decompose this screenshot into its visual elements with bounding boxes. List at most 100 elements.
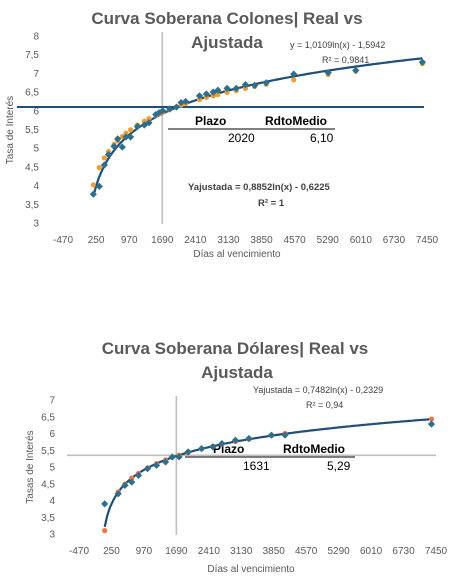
chart2-fit-equation: Yajustada = 0,7482ln(x) - 0,2329: [253, 385, 383, 395]
chart1-fit-adjusted-equation: Yajustada = 0,8852ln(x) - 0,6225: [188, 182, 331, 193]
chart2-real-point: [143, 465, 152, 473]
chart1-y-tick-label: 3,5: [25, 200, 39, 211]
chart1-real-point: [133, 122, 142, 131]
chart1-x-tick-label: 7450: [416, 235, 439, 246]
chart1-real-point: [122, 133, 130, 141]
chart1-table-value-plazo: 2020: [228, 131, 255, 145]
chart1-real-point: [241, 81, 250, 89]
chart1-real-point: [290, 70, 298, 78]
chart2-adjusted-point: [428, 416, 435, 422]
chart1-real-point: [202, 90, 210, 98]
chart1-adjusted-point: [210, 93, 216, 99]
chart1-real-point: [352, 66, 360, 75]
chart1-adjusted-point: [291, 77, 297, 83]
chart1-real-point: [110, 142, 118, 150]
chart1-y-tick-label: 6: [33, 106, 39, 117]
chart2-real-point: [114, 490, 122, 498]
chart1-x-tick-label: 3850: [250, 235, 273, 246]
chart2-y-tick-label: 5,5: [41, 446, 55, 457]
chart1-adjusted-point: [215, 92, 221, 98]
chart2-x-tick-label: 6010: [360, 546, 383, 557]
chart1-adjusted-point: [96, 165, 102, 171]
chart2-real-point: [168, 453, 176, 461]
chart1-real-point: [159, 107, 167, 115]
chart2-table-header-rdtomedio: RdtoMedio: [283, 442, 345, 456]
chart1-x-tick-label: 1690: [151, 235, 174, 246]
chart1-real-point: [104, 150, 113, 159]
chart1-real-point: [232, 84, 240, 92]
chart2-y-tick-label: 6: [49, 429, 55, 440]
chart2-real-point: [161, 458, 170, 466]
chart1-adjusted-point: [123, 130, 129, 136]
chart2-real-point: [231, 436, 240, 444]
chart2-real-point: [134, 471, 143, 479]
chart2-y-tick-label: 6,5: [41, 412, 55, 423]
chart1-real-point: [251, 81, 259, 89]
chart1-adjusted-point: [127, 127, 134, 133]
chart2-fit-r2: R² = 0,94: [306, 400, 343, 410]
chart2-real-point: [128, 478, 136, 486]
chart2-x-tick-label: 4570: [295, 546, 318, 557]
chart1-real-point: [262, 79, 270, 87]
chart1-y-tick-label: 4,5: [25, 162, 39, 173]
chart1-real-point: [182, 97, 190, 106]
chart1-adjusted-point: [242, 85, 249, 91]
chart1-adjusted-point: [196, 96, 203, 103]
chart2-real-point: [121, 481, 129, 490]
chart2-real-point: [209, 443, 217, 451]
chart1-fit-adjusted-r2: R² = 1: [258, 198, 285, 209]
chart2-real-point: [184, 448, 192, 456]
chart1-y-tick-label: 7: [33, 69, 39, 80]
chart2-title-line1: Curva Soberana Dólares| Real vs: [102, 339, 369, 358]
chart1-ylabel: Tasa de Interés: [5, 96, 16, 164]
chart2-real-point: [267, 431, 276, 439]
chart1-y-tick-label: 4: [33, 181, 39, 192]
chart2-ylabel: Tasas de Interés: [25, 430, 36, 503]
chart2-real-point: [152, 461, 161, 469]
chart2-real-point: [101, 500, 109, 508]
chart1-fit-curve: [92, 57, 423, 197]
chart1-x-tick-label: 2410: [184, 235, 207, 246]
chart1-real-point: [126, 133, 135, 141]
chart2-y-tick-label: 5: [49, 463, 55, 474]
chart2-x-tick-label: 2410: [198, 546, 221, 557]
chart2-real-point: [175, 453, 183, 461]
chart1-y-tick-label: 7,5: [25, 50, 39, 61]
chart2-x-tick-label: -470: [69, 546, 89, 557]
chart1-table-header-plazo: Plazo: [195, 114, 226, 128]
chart1-title-line2: Ajustada: [191, 33, 263, 52]
chart2-table-value-rdtomedio: 5,29: [327, 459, 351, 473]
chart1-adjusted-point: [90, 182, 96, 188]
chart1-y-tick-label: 5,5: [25, 125, 39, 136]
chart2-x-tick-label: 5290: [328, 546, 351, 557]
chart2-xlabel: Días al vencimiento: [207, 564, 295, 575]
chart1-x-tick-label: 4570: [284, 235, 307, 246]
chart1-table-header-rdtomedio: RdtoMedio: [265, 114, 327, 128]
chart1-real-point: [95, 182, 103, 190]
chart2-fit-curve: [103, 418, 432, 528]
chart1-title-line1: Curva Soberana Colones| Real vs: [91, 9, 362, 28]
chart2-x-tick-label: 7450: [425, 546, 448, 557]
chart2-real-point: [218, 439, 226, 448]
chart2-y-tick-label: 7: [49, 396, 55, 407]
chart1-x-tick-label: 250: [88, 235, 105, 246]
chart1-real-point: [195, 92, 204, 100]
chart1-real-point: [118, 143, 126, 151]
chart2-real-point: [427, 420, 436, 428]
chart1-real-point: [172, 103, 181, 111]
chart2-x-tick-label: 1690: [165, 546, 188, 557]
chart1-y-tick-label: 6,5: [25, 88, 39, 99]
chart2-x-tick-label: 970: [136, 546, 153, 557]
chart2-real-point: [281, 431, 289, 439]
chart1-real-point: [114, 135, 122, 143]
chart1-x-tick-label: 5290: [317, 235, 340, 246]
chart1-real-point: [145, 119, 153, 127]
chart1-fit-real-r2: R² = 0,9841: [322, 55, 369, 65]
chart1-real-point: [89, 190, 97, 198]
chart2-adjusted-point: [129, 475, 135, 481]
chart2-real-point: [245, 434, 253, 443]
chart1-real-point: [214, 86, 222, 94]
chart1-x-tick-label: 970: [121, 235, 138, 246]
chart2-x-tick-label: 3130: [230, 546, 253, 557]
